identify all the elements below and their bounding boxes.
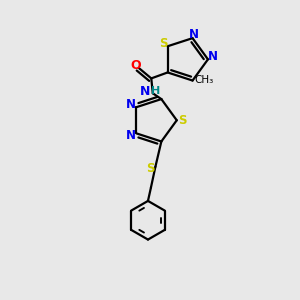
Text: N: N [126,129,136,142]
Text: N: N [140,85,151,98]
Text: S: S [159,38,167,50]
Text: S: S [178,114,186,128]
Text: N: N [189,28,199,41]
Text: O: O [130,58,140,71]
Text: N: N [126,98,136,111]
Text: S: S [146,162,154,175]
Text: H: H [151,86,160,96]
Text: CH₃: CH₃ [194,75,214,85]
Text: N: N [208,50,218,64]
